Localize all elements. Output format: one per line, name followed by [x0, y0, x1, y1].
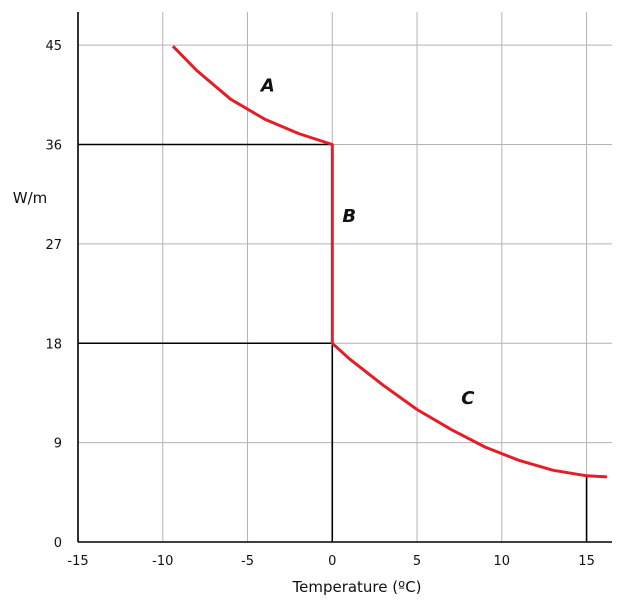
x-tick-label: -15: [67, 554, 88, 569]
x-tick-label: 0: [328, 554, 336, 569]
y-tick-label: 27: [45, 238, 62, 253]
y-tick-labels: 0 9 18 27 36 45: [45, 39, 62, 551]
series-layer: [171, 45, 607, 479]
y-tick-label: 0: [54, 536, 62, 551]
x-tick-labels: -15 -10 -5 0 5 10 15: [67, 554, 594, 569]
x-axis-label: Temperature (ºC): [291, 578, 421, 596]
curve-annotation: B: [342, 206, 356, 227]
series-line: [171, 45, 607, 479]
y-tick-label: 36: [45, 139, 62, 154]
y-tick-label: 18: [45, 337, 62, 352]
reference-lines: [78, 143, 588, 542]
y-tick-label: 9: [54, 437, 62, 452]
y-tick-label: 45: [45, 39, 62, 54]
curve-annotation: C: [461, 388, 475, 409]
y-axis-label: W/m: [13, 189, 48, 207]
curve-annotation: A: [259, 76, 275, 97]
axes: [77, 12, 612, 543]
x-tick-label: -5: [241, 554, 254, 569]
x-tick-label: 5: [413, 554, 421, 569]
x-tick-label: 15: [578, 554, 595, 569]
grid-lines: [78, 12, 612, 542]
x-tick-label: -10: [152, 554, 173, 569]
annotations: A B C: [259, 76, 475, 409]
x-tick-label: 10: [494, 554, 511, 569]
